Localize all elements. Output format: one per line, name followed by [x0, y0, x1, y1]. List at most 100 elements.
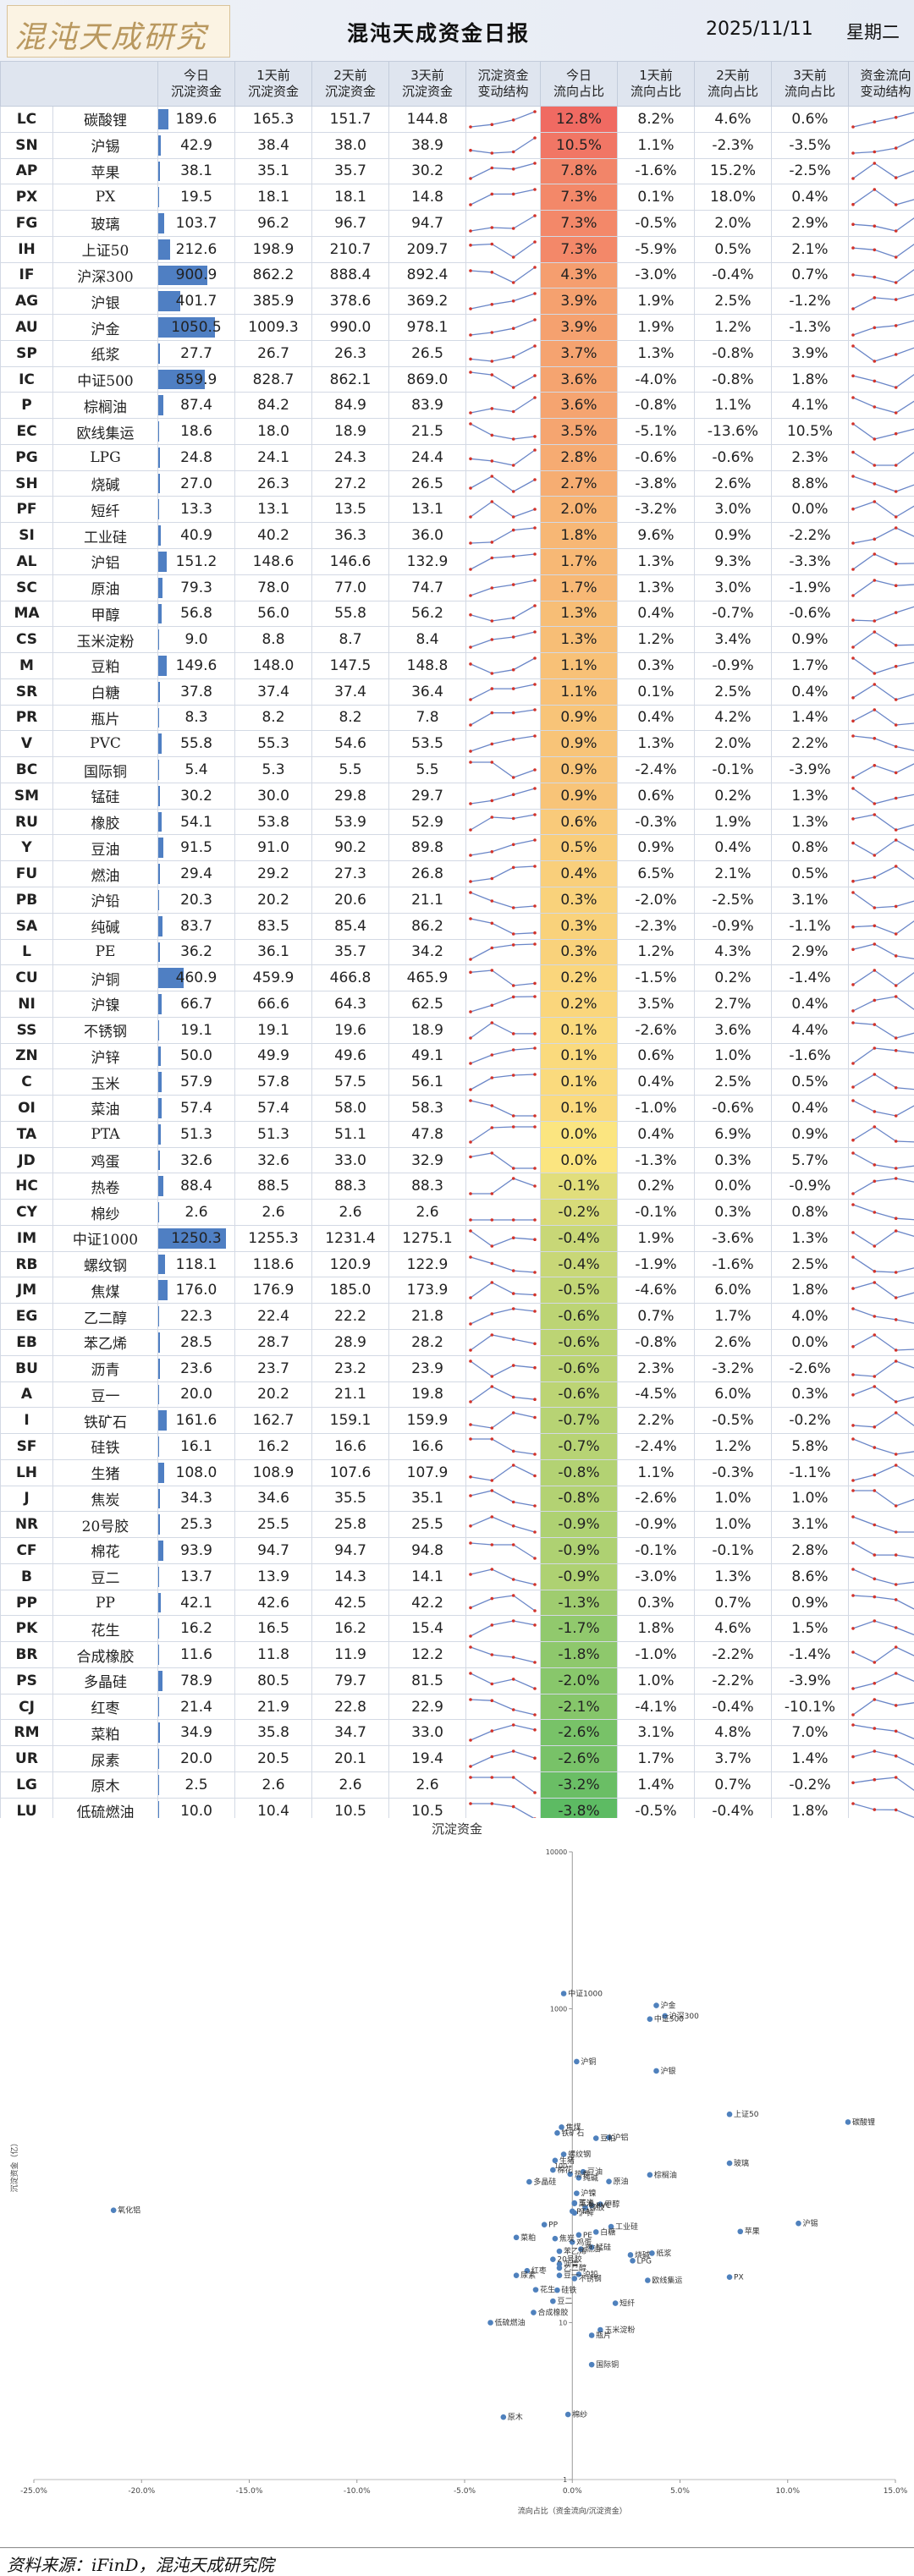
- capital-bar: [158, 1749, 159, 1769]
- today-capital: 19.5: [158, 184, 235, 211]
- sparkline: [853, 294, 914, 309]
- sparkline-point: [533, 1557, 537, 1560]
- scatter-point-label: 棉纱: [572, 2409, 587, 2419]
- flow-2d: 2.5%: [695, 678, 772, 705]
- flow-sparkline: [849, 836, 914, 860]
- flow-structure-cell: [849, 132, 914, 158]
- flow-structure-cell: [849, 1538, 914, 1564]
- sparkline-point: [873, 1425, 877, 1429]
- sparkline-point: [895, 1730, 898, 1733]
- sparkline: [853, 1361, 914, 1376]
- variety-code: RM: [1, 1720, 53, 1746]
- sparkline: [853, 346, 914, 361]
- capital-1d: 18.1: [235, 184, 312, 211]
- capital-bar: [158, 942, 160, 963]
- today-flow: 0.9%: [541, 783, 618, 809]
- variety-code: CY: [1, 1200, 53, 1226]
- capital-sparkline: [466, 628, 539, 651]
- sparkline-point: [469, 594, 472, 597]
- sparkline: [471, 840, 535, 855]
- capital-sparkline: [466, 1486, 539, 1510]
- capital-3d: 122.9: [389, 1251, 466, 1277]
- sparkline: [471, 372, 535, 387]
- sparkline-point: [851, 656, 855, 660]
- capital-bar: [158, 1541, 163, 1561]
- sparkline-point: [895, 1177, 898, 1180]
- today-capital-value: 161.6: [176, 1412, 217, 1429]
- capital-2d: 2.6: [312, 1200, 389, 1226]
- sparkline-point: [533, 787, 537, 790]
- sparkline-point: [469, 203, 472, 206]
- today-capital: 151.2: [158, 549, 235, 575]
- sparkline-point: [491, 1126, 494, 1129]
- sparkline-point: [873, 327, 877, 330]
- sparkline-point: [469, 457, 472, 460]
- sparkline: [853, 1335, 914, 1350]
- flow-2d: 1.0%: [695, 1486, 772, 1512]
- sparkline-point: [469, 750, 472, 753]
- capital-structure-cell: [466, 366, 541, 393]
- today-capital-value: 79.3: [180, 579, 212, 596]
- sparkline-point: [851, 1099, 855, 1102]
- capital-2d: 84.9: [312, 393, 389, 419]
- today-capital-value: 91.5: [180, 839, 212, 856]
- flow-3d: 0.4%: [772, 678, 849, 705]
- scatter-point-label: PP: [548, 2222, 558, 2230]
- sparkline-point: [491, 1333, 494, 1337]
- capital-1d: 66.6: [235, 991, 312, 1018]
- scatter-point: [796, 2221, 801, 2227]
- flow-2d: 1.0%: [695, 1043, 772, 1069]
- variety-code: Y: [1, 835, 53, 861]
- capital-2d: 18.1: [312, 184, 389, 211]
- capital-structure-cell: [466, 939, 541, 965]
- today-capital: 29.4: [158, 861, 235, 887]
- flow-2d: -0.1%: [695, 1538, 772, 1564]
- sparkline: [853, 267, 914, 283]
- sparkline-point: [469, 662, 472, 666]
- variety-code: CU: [1, 965, 53, 991]
- variety-code: IC: [1, 366, 53, 393]
- flow-structure-cell: [849, 1381, 914, 1408]
- capital-structure-cell: [466, 574, 541, 601]
- sparkline-point: [491, 226, 494, 229]
- flow-structure-cell: [849, 913, 914, 939]
- scatter-point: [613, 2300, 619, 2306]
- capital-structure-cell: [466, 288, 541, 315]
- sparkline-point: [533, 266, 537, 270]
- sparkline-point: [512, 386, 515, 389]
- flow-1d: 0.2%: [618, 1173, 695, 1200]
- capital-1d: 16.2: [235, 1434, 312, 1460]
- capital-2d: 33.0: [312, 1147, 389, 1173]
- sparkline-point: [469, 1573, 472, 1576]
- capital-1d: 18.0: [235, 419, 312, 445]
- variety-name: 沪金: [53, 315, 158, 341]
- today-capital: 28.5: [158, 1329, 235, 1355]
- scatter-point: [727, 2274, 733, 2280]
- flow-structure-cell: [849, 1121, 914, 1147]
- capital-1d: 56.0: [235, 601, 312, 627]
- today-capital-value: 8.3: [184, 709, 207, 726]
- flow-sparkline: [849, 810, 914, 834]
- flow-2d: 4.6%: [695, 107, 772, 133]
- flow-1d: 0.4%: [618, 1121, 695, 1147]
- flow-1d: 0.4%: [618, 705, 695, 731]
- capital-2d: 185.0: [312, 1277, 389, 1304]
- capital-1d: 13.1: [235, 497, 312, 523]
- sparkline-point: [533, 982, 537, 986]
- flow-structure-cell: [849, 1225, 914, 1251]
- sparkline-point: [873, 150, 877, 153]
- variety-name: 锰硅: [53, 783, 158, 809]
- today-flow: 3.9%: [541, 315, 618, 341]
- flow-1d: -4.5%: [618, 1381, 695, 1408]
- sparkline-point: [469, 1155, 472, 1158]
- flow-structure-cell: [849, 1512, 914, 1538]
- sparkline: [471, 1517, 535, 1532]
- flow-sparkline: [849, 1149, 914, 1173]
- sparkline: [471, 997, 535, 1012]
- flow-3d: 0.9%: [772, 1121, 849, 1147]
- flow-1d: 1.1%: [618, 132, 695, 158]
- sparkline-point: [469, 1698, 472, 1701]
- flow-3d: 0.4%: [772, 1096, 849, 1122]
